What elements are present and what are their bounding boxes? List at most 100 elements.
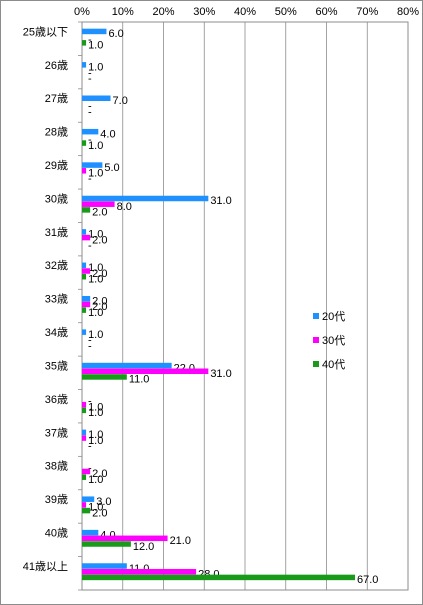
bar[interactable] [82, 273, 87, 280]
category-label: 36歳 [45, 393, 68, 406]
data-label: 1.0 [88, 307, 103, 319]
category-label: 35歳 [45, 359, 68, 372]
category-label: 32歳 [45, 259, 68, 272]
data-label: 1.0 [88, 429, 103, 441]
data-label: 2.0 [92, 507, 107, 519]
data-label-missing: - [88, 335, 92, 347]
bar[interactable] [82, 201, 115, 207]
data-label-missing: - [88, 240, 92, 252]
bar[interactable] [82, 541, 131, 547]
data-label: 8.0 [117, 201, 132, 213]
data-label: 2.0 [92, 468, 107, 480]
bar[interactable] [82, 429, 87, 436]
bar[interactable] [82, 162, 103, 168]
bar[interactable] [82, 295, 91, 302]
bar[interactable] [82, 40, 87, 46]
bar[interactable] [82, 62, 87, 68]
bar[interactable] [82, 128, 99, 135]
category-label: 28歳 [45, 126, 68, 139]
bar[interactable] [82, 496, 95, 502]
data-label: 6.0 [108, 28, 123, 40]
category-label: 33歳 [45, 293, 68, 306]
bar[interactable] [82, 234, 91, 241]
data-label: 5.0 [104, 162, 119, 174]
bar[interactable] [82, 368, 209, 375]
data-label: 2.0 [92, 295, 107, 307]
data-label: 31.0 [210, 195, 231, 207]
data-label-missing: - [88, 173, 92, 185]
bar[interactable] [82, 362, 172, 369]
legend-label: 30代 [322, 334, 345, 347]
x-tick-label: 0% [74, 6, 90, 18]
bar[interactable] [82, 329, 87, 335]
bar[interactable] [82, 95, 111, 102]
data-label: 67.0 [357, 574, 378, 586]
category-label: 39歳 [45, 493, 68, 506]
x-tick-label: 80% [397, 6, 419, 18]
data-label-missing: - [88, 463, 92, 475]
data-label: 1.0 [88, 62, 103, 74]
data-label: 1.0 [88, 229, 103, 241]
data-label: 1.0 [88, 273, 103, 285]
data-label: 1.0 [88, 435, 103, 447]
data-label: 2.0 [92, 301, 107, 313]
bar[interactable] [82, 407, 87, 414]
bar[interactable] [82, 507, 91, 514]
bar[interactable] [82, 207, 91, 213]
category-label: 40歳 [45, 527, 68, 540]
x-tick-label: 30% [193, 6, 215, 18]
bar[interactable] [82, 195, 209, 202]
legend-swatch [313, 361, 319, 367]
data-label-missing: - [88, 101, 92, 113]
bar[interactable] [82, 535, 168, 542]
data-label-missing: - [88, 67, 92, 79]
data-label-missing: - [88, 396, 92, 408]
data-label: 1.0 [88, 407, 103, 419]
bar[interactable] [82, 574, 356, 581]
bar[interactable] [82, 28, 107, 35]
bar[interactable] [82, 529, 99, 536]
category-label: 30歳 [45, 192, 68, 205]
data-label: 1.0 [88, 474, 103, 486]
category-label: 27歳 [45, 92, 68, 105]
bar[interactable] [82, 168, 87, 174]
legend-label: 40代 [322, 358, 345, 371]
data-label: 31.0 [210, 368, 231, 380]
data-label: 4.0 [100, 128, 115, 140]
data-label-missing: - [88, 106, 92, 118]
bar[interactable] [82, 563, 127, 569]
bar[interactable] [82, 401, 87, 408]
data-label-missing: - [88, 73, 92, 85]
category-label: 25歳以下 [23, 25, 68, 38]
data-label: 2.0 [92, 207, 107, 219]
data-label: 7.0 [113, 95, 128, 107]
legend-swatch [313, 337, 319, 343]
bar[interactable] [82, 140, 87, 146]
data-label: 2.0 [92, 234, 107, 246]
category-label: 38歳 [45, 460, 68, 473]
bar[interactable] [82, 229, 87, 235]
data-label: 1.0 [88, 401, 103, 413]
bar[interactable] [82, 301, 91, 308]
data-label-missing: - [88, 340, 92, 352]
bar[interactable] [82, 474, 87, 480]
data-label: 1.0 [88, 40, 103, 52]
x-tick-label: 70% [356, 6, 378, 18]
bar[interactable] [82, 262, 87, 269]
data-label: 11.0 [129, 374, 150, 386]
bar[interactable] [82, 374, 127, 380]
data-label-missing: - [88, 441, 92, 453]
bar[interactable] [82, 502, 87, 508]
category-label: 37歳 [45, 426, 68, 439]
bar[interactable] [82, 268, 91, 274]
bar[interactable] [82, 435, 87, 441]
bar[interactable] [82, 307, 87, 313]
category-label: 31歳 [45, 226, 68, 239]
data-label: 1.0 [88, 502, 103, 514]
category-label: 29歳 [45, 159, 68, 172]
bar[interactable] [82, 468, 91, 475]
x-tick-label: 10% [112, 6, 134, 18]
category-label: 26歳 [45, 59, 68, 72]
bar[interactable] [82, 568, 197, 575]
